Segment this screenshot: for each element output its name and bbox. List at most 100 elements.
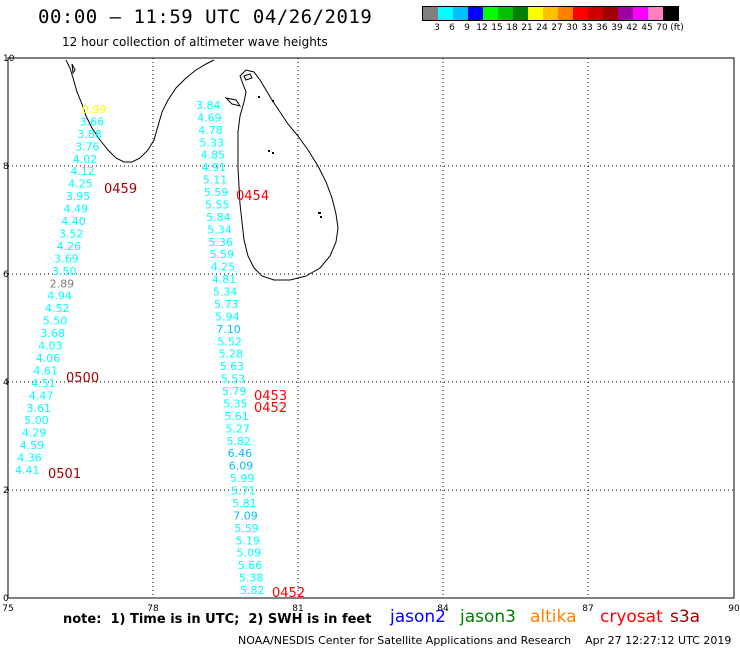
wave-height-value: 5.99 <box>230 472 255 485</box>
y-tick-label: 2 <box>3 486 9 496</box>
wave-height-value: 5.82 <box>240 584 265 597</box>
pass-time-label: 0453 <box>254 389 287 404</box>
x-tick-label: 90 <box>728 604 740 614</box>
legend-label: 9 <box>464 23 470 33</box>
legend-label: 3 <box>434 23 440 33</box>
pass-time-label: 0452 <box>272 586 305 601</box>
y-tick-label: 0 <box>3 594 9 604</box>
legend-label: 45 <box>641 23 653 33</box>
color-legend: 3 6 9 12 15 18 21 24 27 30 33 36 39 42 45 70 (ft) <box>422 6 684 35</box>
legend-swatch <box>648 7 663 20</box>
page-title: 00:00 — 11:59 UTC 04/26/2019 <box>38 6 373 28</box>
wave-height-value: 4.29 <box>22 427 47 440</box>
legend-label: (ft) <box>670 23 684 33</box>
wave-height-value: 3.50 <box>52 265 76 278</box>
wave-height-value: 5.27 <box>225 422 250 435</box>
wave-height-value: 5.34 <box>213 286 238 299</box>
legend-swatch <box>573 7 588 20</box>
legend-label: 21 <box>521 23 533 33</box>
wave-height-value: 4.69 <box>197 111 222 124</box>
x-tick-label: 81 <box>292 604 303 614</box>
wave-height-value: 5.50 <box>43 315 68 328</box>
legend-swatch <box>528 7 543 20</box>
legend-labels: 3 6 9 12 15 18 21 24 27 30 33 36 39 42 45 70 (ft) <box>422 21 684 35</box>
legend-swatch <box>663 7 678 20</box>
wave-height-value: 4.03 <box>38 340 63 353</box>
wave-height-value: 3.66 <box>80 115 105 128</box>
legend-label: 33 <box>581 23 593 33</box>
pass-time-label: 0500 <box>66 371 99 386</box>
india-islet <box>71 63 76 75</box>
wave-height-value: 5.71 <box>231 485 256 498</box>
wave-height-value: 3.95 <box>66 190 91 203</box>
pass-time-label: 0454 <box>236 189 269 204</box>
srilanka-coastline <box>237 69 339 281</box>
map-grid <box>8 58 734 598</box>
mannar-islet <box>224 97 242 107</box>
wave-height-value: 5.59 <box>234 522 259 535</box>
wave-height-value: 4.02 <box>73 153 98 166</box>
wave-height-value: 4.12 <box>70 165 95 178</box>
page-subtitle: 12 hour collection of altimeter wave hei… <box>62 35 328 49</box>
satellite-name: jason3 <box>460 607 516 627</box>
legend-swatch <box>438 7 453 20</box>
legend-label: 36 <box>596 23 608 33</box>
legend-swatch <box>633 7 648 20</box>
wave-height-value: 3.84 <box>196 99 221 112</box>
legend-swatch <box>423 7 438 20</box>
legend-label: 27 <box>551 23 563 33</box>
wave-height-value: 5.52 <box>217 335 242 348</box>
legend-label: 15 <box>491 23 503 33</box>
track-east-values: 3.844.694.785.334.854.915.115.595.555.84… <box>196 99 265 597</box>
wave-height-value: 3.52 <box>59 227 84 240</box>
wave-height-value: 4.59 <box>20 439 45 452</box>
wave-height-value: 7.10 <box>216 323 241 336</box>
map-frame <box>7 57 735 599</box>
credit-line: NOAA/NESDIS Center for Satellite Applica… <box>238 634 732 647</box>
y-tick-label: 4 <box>3 378 9 388</box>
wave-height-value: 3.61 <box>27 402 52 415</box>
legend-swatch <box>498 7 513 20</box>
wave-height-value: 5.00 <box>24 414 49 427</box>
legend-label: 12 <box>476 23 488 33</box>
legend-swatch <box>513 7 528 20</box>
wave-height-value: 6.46 <box>228 447 253 460</box>
legend-label: 39 <box>611 23 623 33</box>
pass-time-label: 0452 <box>254 401 287 416</box>
wave-height-value: 4.36 <box>17 452 42 465</box>
wave-height-value: 5.34 <box>207 223 232 236</box>
wave-height-value: 4.78 <box>198 124 223 137</box>
wave-height-value: 5.55 <box>205 198 230 211</box>
wave-height-value: 5.59 <box>204 186 229 199</box>
wave-height-value: 5.38 <box>239 572 264 585</box>
legend-swatch <box>588 7 603 20</box>
legend-swatch <box>453 7 468 20</box>
wave-height-value: 3.68 <box>40 327 64 340</box>
wave-height-value: 5.73 <box>214 298 239 311</box>
coastal-dots <box>258 96 322 218</box>
wave-height-value: 5.94 <box>215 310 240 323</box>
legend-swatch <box>558 7 573 20</box>
footer-note: note: 1) Time is in UTC; 2) SWH is in fe… <box>63 612 372 627</box>
y-tick-label: 6 <box>3 270 9 280</box>
wave-height-value: 4.94 <box>47 290 72 303</box>
wave-height-value: 4.51 <box>31 377 56 390</box>
wave-height-value: 4.25 <box>68 178 93 191</box>
track-west-values: 0.993.663.883.764.024.124.253.954.494.40… <box>15 103 107 477</box>
legend-label: 24 <box>536 23 548 33</box>
legend-label: 70 <box>656 23 668 33</box>
wave-height-value: 4.85 <box>201 149 226 162</box>
legend-swatch <box>543 7 558 20</box>
x-tick-label: 84 <box>437 604 449 614</box>
wave-height-value: 5.82 <box>226 435 251 448</box>
legend-swatches <box>422 6 679 21</box>
wave-height-value: 5.61 <box>224 410 249 423</box>
legend-swatch <box>603 7 618 20</box>
wave-height-value: 4.49 <box>64 203 89 216</box>
wave-height-value: 5.66 <box>238 559 263 572</box>
wave-height-value: 4.41 <box>15 464 40 477</box>
jaffna-islet <box>243 73 253 81</box>
wave-height-value: 4.25 <box>211 261 236 274</box>
